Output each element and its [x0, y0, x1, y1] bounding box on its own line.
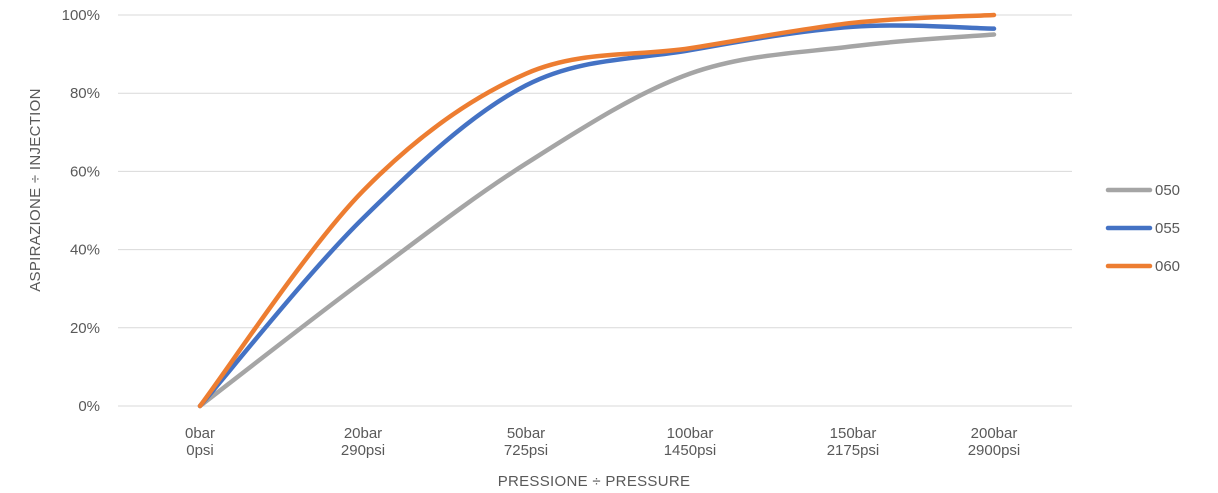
y-tick-label: 100%: [62, 7, 100, 24]
series-line-060: [197, 12, 997, 409]
x-axis-title: PRESSIONE ÷ PRESSURE: [498, 473, 691, 490]
x-tick-label: 725psi: [504, 442, 548, 459]
x-tick-label: 290psi: [341, 442, 385, 459]
legend-label-055: 055: [1155, 220, 1180, 237]
y-tick-label: 0%: [78, 398, 100, 415]
x-tick-label: 2900psi: [968, 442, 1021, 459]
y-tick-label: 20%: [70, 320, 100, 337]
y-tick-label: 80%: [70, 85, 100, 102]
x-tick-label: 0psi: [186, 442, 214, 459]
x-tick-label: 2175psi: [827, 442, 880, 459]
y-axis-title: ASPIRAZIONE ÷ INJECTION: [27, 88, 44, 292]
gridlines: [118, 14, 1072, 407]
x-tick-label: 200bar: [971, 425, 1018, 442]
legend-label-050: 050: [1155, 182, 1180, 199]
series-line-055: [197, 23, 997, 409]
series-line-050: [197, 32, 997, 409]
y-tick-label: 60%: [70, 163, 100, 180]
x-tick-label: 100bar: [667, 425, 714, 442]
y-axis-ticks: 0% 20% 40% 60% 80% 100%: [62, 7, 100, 415]
x-tick-label: 1450psi: [664, 442, 717, 459]
legend: 050 055 060: [1105, 182, 1180, 275]
x-tick-label: 150bar: [830, 425, 877, 442]
x-tick-label: 0bar: [185, 425, 215, 442]
x-tick-label: 20bar: [344, 425, 382, 442]
legend-label-060: 060: [1155, 258, 1180, 275]
x-tick-label: 50bar: [507, 425, 545, 442]
series-lines: [197, 12, 997, 409]
y-tick-label: 40%: [70, 242, 100, 259]
